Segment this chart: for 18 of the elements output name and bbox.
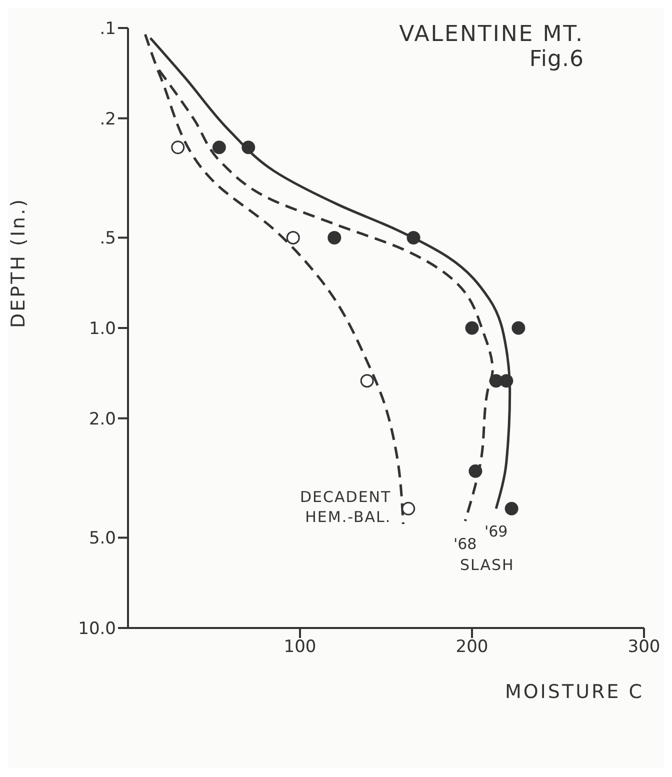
series-label: DECADENT HEM.-BAL. [300,488,392,526]
y-tick-label: .2 [100,109,116,130]
y-tick-label: 1.0 [88,319,116,340]
series-label: '68 [454,535,477,554]
x-axis-title: MOISTURE C [504,681,644,703]
annotation: SLASH [460,556,514,574]
series-label: '69 [484,522,508,541]
chart-title: VALENTINE MT. [399,22,584,47]
y-axis-title: DEPTH (In.) [8,197,30,328]
y-tick-label: .5 [100,228,116,249]
y-tick-label: 5.0 [88,528,116,549]
x-tick-label: 100 [284,637,316,658]
y-tick-label: 10.0 [78,619,116,640]
y-tick-label: .1 [100,19,116,40]
text: Fig.6 [528,47,584,72]
y-tick-label: 2.0 [88,409,116,430]
x-tick-label: 300 [628,637,660,658]
x-tick-label: 200 [456,637,488,658]
